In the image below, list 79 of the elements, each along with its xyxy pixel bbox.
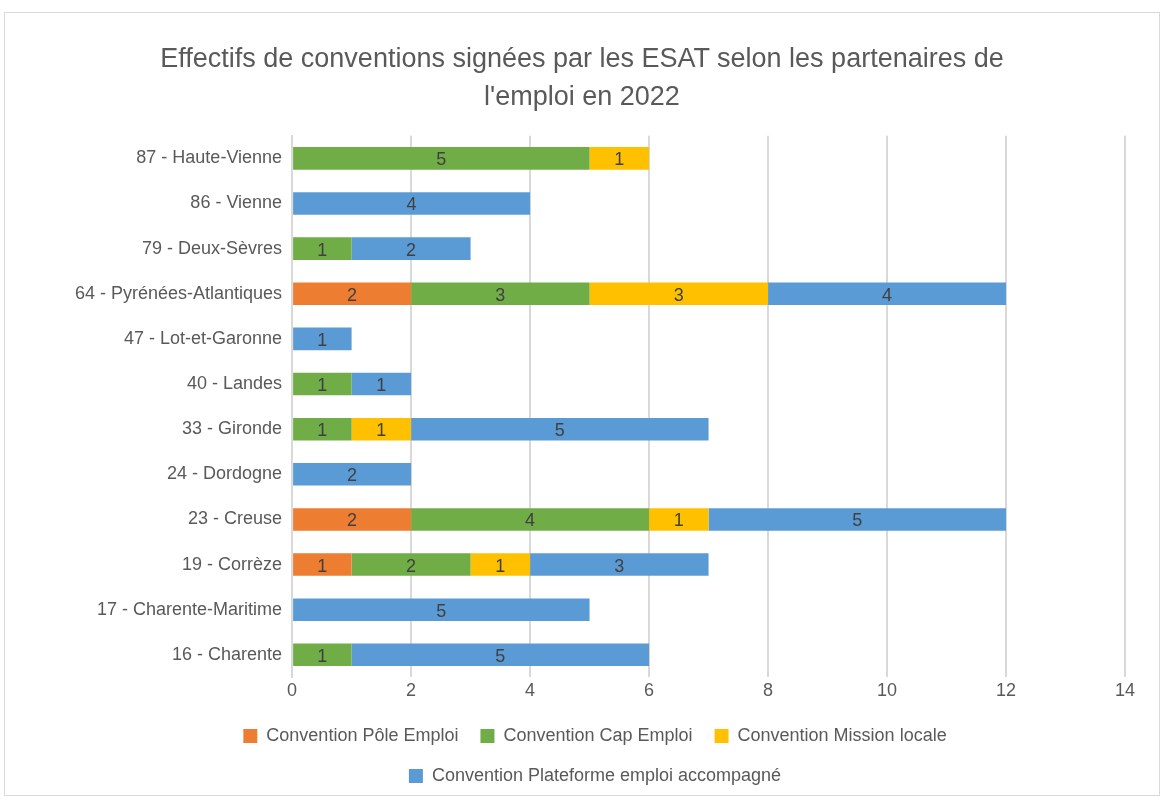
bar xyxy=(293,463,412,486)
bar xyxy=(351,643,650,667)
bar xyxy=(768,282,1007,306)
data-label: 5 xyxy=(495,645,506,666)
data-label: 2 xyxy=(406,239,417,260)
x-tick-label: 10 xyxy=(877,680,898,701)
y-tick-label: 40 - Landes xyxy=(187,373,283,393)
bar xyxy=(470,553,531,576)
data-label: 4 xyxy=(406,194,417,215)
data-label: 1 xyxy=(317,375,328,395)
data-label: 5 xyxy=(852,510,863,531)
bar xyxy=(589,282,769,306)
data-label: 4 xyxy=(882,284,893,305)
data-label: 1 xyxy=(317,329,328,350)
y-tick-label: 86 - Vienne xyxy=(190,192,283,213)
bar xyxy=(293,417,352,441)
bar xyxy=(411,508,650,531)
data-label: 1 xyxy=(376,375,387,395)
y-tick-label: 47 - Lot-et-Garonne xyxy=(124,327,283,348)
data-label: 1 xyxy=(317,645,328,666)
bar xyxy=(293,327,352,351)
data-label: 1 xyxy=(673,510,684,531)
legend-label: Convention Plateforme emploi accompagné xyxy=(431,764,782,785)
y-tick-label: 23 - Creuse xyxy=(188,508,283,529)
data-label: 1 xyxy=(614,149,625,170)
x-tick-label: 6 xyxy=(644,680,655,701)
bar xyxy=(411,282,590,306)
data-label: 2 xyxy=(347,510,358,531)
bar xyxy=(293,147,590,170)
data-label: 1 xyxy=(317,239,328,260)
data-label: 1 xyxy=(376,420,387,441)
y-tick-label: 87 - Haute-Vienne xyxy=(136,147,283,168)
y-tick-label: 19 - Corrèze xyxy=(182,553,283,574)
x-tick-label: 14 xyxy=(1114,680,1136,701)
legend-label: Convention Mission locale xyxy=(737,724,947,745)
y-tick-label: 24 - Dordogne xyxy=(167,463,283,484)
bar xyxy=(649,508,709,531)
bar xyxy=(293,372,352,396)
data-label: 2 xyxy=(347,465,358,486)
bar xyxy=(293,508,412,531)
data-label: 5 xyxy=(436,600,447,621)
data-label: 3 xyxy=(673,284,684,305)
y-tick-label: 64 - Pyrénées-Atlantiques xyxy=(74,282,283,303)
bar xyxy=(293,282,412,306)
bar xyxy=(411,417,709,441)
data-label: 3 xyxy=(614,555,625,576)
data-label: 2 xyxy=(347,284,358,305)
bar xyxy=(293,598,590,621)
data-label: 4 xyxy=(525,510,536,531)
x-tick-label: 8 xyxy=(763,680,774,701)
bar xyxy=(708,508,1007,531)
bar xyxy=(530,553,709,576)
bar xyxy=(351,372,412,396)
bar xyxy=(293,237,352,260)
legend-label: Convention Cap Emploi xyxy=(503,724,693,745)
legend-label: Convention Pôle Emploi xyxy=(266,724,459,745)
data-label: 1 xyxy=(317,555,328,576)
y-tick-label: 79 - Deux-Sèvres xyxy=(142,237,283,258)
data-label: 5 xyxy=(554,420,565,441)
x-tick-label: 12 xyxy=(996,680,1017,701)
x-tick-label: 0 xyxy=(287,680,298,701)
y-tick-label: 16 - Charente xyxy=(172,643,283,664)
chart-title: Effectifs de conventions signées par les ESAT selon les partenaires de l'emploi en 2022 xyxy=(159,42,1005,113)
bar xyxy=(351,237,471,260)
bar xyxy=(589,147,650,170)
bar xyxy=(351,553,471,576)
data-label: 3 xyxy=(495,284,506,305)
data-label: 2 xyxy=(406,555,417,576)
bar xyxy=(293,553,352,576)
bar xyxy=(351,417,412,441)
y-tick-label: 33 - Gironde xyxy=(182,418,283,439)
data-label: 5 xyxy=(436,149,447,170)
y-tick-label: 17 - Charente-Maritime xyxy=(97,598,283,619)
x-tick-label: 4 xyxy=(525,680,536,701)
data-label: 1 xyxy=(317,420,328,441)
bar xyxy=(293,643,352,667)
data-label: 1 xyxy=(495,555,506,576)
bar xyxy=(293,192,531,215)
x-tick-label: 2 xyxy=(406,680,417,701)
